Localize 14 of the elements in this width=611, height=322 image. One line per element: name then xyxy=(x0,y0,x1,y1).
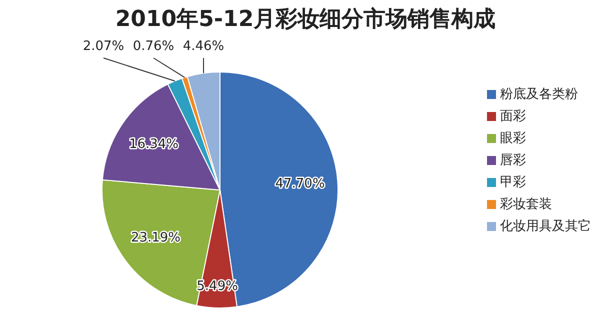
legend-label: 面彩 xyxy=(500,109,526,124)
data-label: 16.34% xyxy=(128,137,179,152)
data-label: 47.70% xyxy=(275,176,325,192)
data-label: 4.46% xyxy=(182,39,224,54)
data-label: 23.19% xyxy=(130,230,181,246)
data-label: 0.76% xyxy=(132,39,174,54)
legend-label: 化妆用具及其它 xyxy=(500,219,591,234)
data-label: 2.07% xyxy=(82,39,124,54)
chart-title: 2010年5-12月彩妆细分市场销售构成 xyxy=(114,6,497,34)
legend-label: 甲彩 xyxy=(500,175,526,190)
legend-label: 粉底及各类粉 xyxy=(500,87,578,102)
legend-label: 彩妆套装 xyxy=(500,197,552,212)
legend-label: 唇彩 xyxy=(500,153,526,168)
legend-label: 眼彩 xyxy=(500,131,526,146)
